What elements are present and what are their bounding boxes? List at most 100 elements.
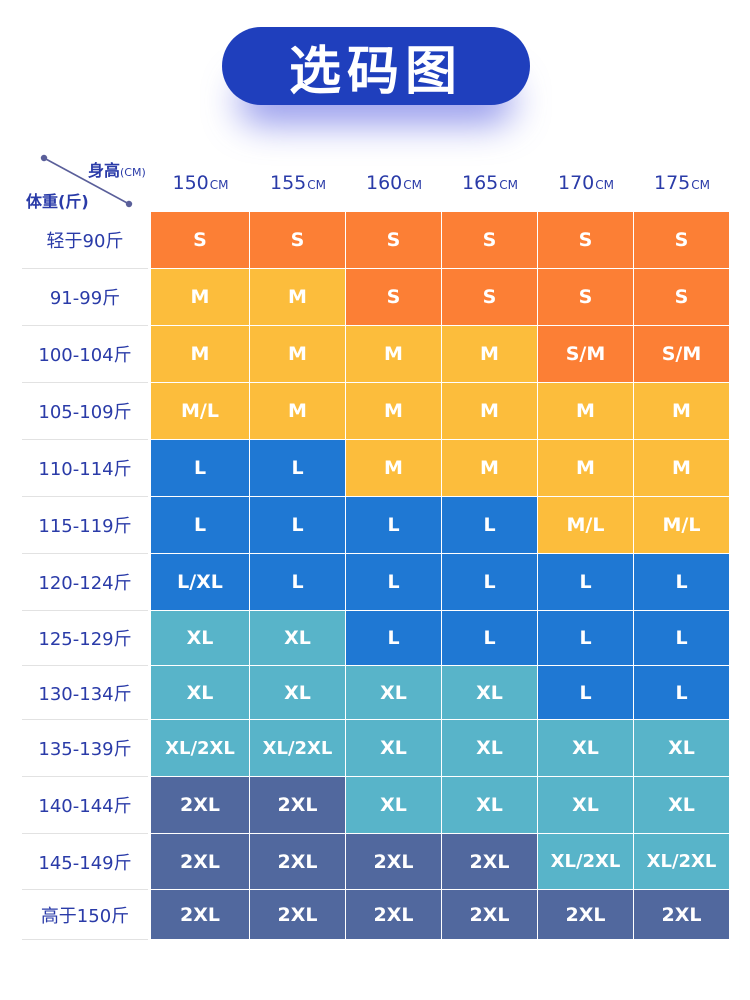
size-cell: XL (538, 720, 634, 777)
size-cell: L (634, 554, 730, 611)
size-cell: L (634, 666, 730, 720)
height-value: 170 (558, 172, 595, 194)
size-cell: L (538, 611, 634, 666)
size-cell: XL/2XL (250, 720, 346, 777)
size-cell: 2XL (250, 834, 346, 890)
size-cell: S (538, 212, 634, 269)
size-cell: M/L (538, 497, 634, 554)
size-cell: XL (151, 666, 250, 720)
diagonal-divider-icon (40, 154, 133, 208)
size-cell: M (538, 440, 634, 497)
height-unit: CM (209, 177, 229, 192)
size-cell: L (346, 611, 442, 666)
height-value: 160 (366, 172, 403, 194)
weight-row-label: 140-144斤 (22, 777, 148, 834)
size-cell: M/L (151, 383, 250, 440)
size-cell: XL (151, 611, 250, 666)
size-cell: L (634, 611, 730, 666)
size-cell: S (151, 212, 250, 269)
size-cell: S (634, 269, 730, 326)
height-unit: CM (595, 177, 614, 192)
size-cell: M/L (634, 497, 730, 554)
weight-axis-label: 体重(斤) (26, 192, 89, 211)
size-cell: XL (442, 777, 538, 834)
weight-row-label: 120-124斤 (22, 554, 148, 611)
size-cell: S (442, 212, 538, 269)
size-cell: M (442, 440, 538, 497)
size-cell: XL/2XL (538, 834, 634, 890)
height-column-header: 165 CM (442, 168, 538, 198)
height-column-header: 150 CM (151, 168, 250, 198)
size-cell: 2XL (442, 890, 538, 940)
weight-row-label: 135-139斤 (22, 720, 148, 777)
size-cell: 2XL (538, 890, 634, 940)
size-cell: M (250, 269, 346, 326)
size-cell: 2XL (151, 890, 250, 940)
size-cell: M (442, 326, 538, 383)
weight-row-label: 100-104斤 (22, 326, 148, 383)
size-cell: M (151, 326, 250, 383)
size-cell: M (346, 383, 442, 440)
size-cell: XL (346, 777, 442, 834)
height-value: 150 (172, 172, 209, 194)
size-cell: L (538, 666, 634, 720)
weight-row-label: 高于150斤 (22, 890, 148, 940)
weight-row-label: 130-134斤 (22, 666, 148, 720)
size-cell: M (151, 269, 250, 326)
height-value: 165 (462, 172, 499, 194)
page-title: 选码图 (222, 27, 530, 105)
height-axis-label: 身高(CM) (88, 161, 146, 180)
size-cell: L (442, 497, 538, 554)
height-unit: CM (403, 177, 422, 192)
size-cell: S (442, 269, 538, 326)
size-cell: M (250, 326, 346, 383)
height-column-header: 170 CM (538, 168, 634, 198)
size-cell: M (346, 440, 442, 497)
size-cell: L/XL (151, 554, 250, 611)
size-cell: S/M (538, 326, 634, 383)
size-cell: L (442, 611, 538, 666)
size-cell: M (250, 383, 346, 440)
height-column-header: 155 CM (250, 168, 346, 198)
weight-row-label: 125-129斤 (22, 611, 148, 666)
size-cell: XL (250, 666, 346, 720)
height-column-header: 160 CM (346, 168, 442, 198)
size-cell: XL (634, 777, 730, 834)
size-cell: M (538, 383, 634, 440)
size-cell: XL/2XL (634, 834, 730, 890)
size-cell: M (346, 326, 442, 383)
size-cell: XL (346, 720, 442, 777)
size-cell: 2XL (250, 777, 346, 834)
size-cell: 2XL (346, 890, 442, 940)
size-cell: L (250, 497, 346, 554)
size-cell: S (346, 269, 442, 326)
size-cell: L (250, 440, 346, 497)
weight-row-label: 105-109斤 (22, 383, 148, 440)
weight-row-label: 110-114斤 (22, 440, 148, 497)
size-cell: S (634, 212, 730, 269)
size-cell: 2XL (442, 834, 538, 890)
size-cell: M (634, 440, 730, 497)
height-unit: CM (307, 177, 326, 192)
size-cell: S (250, 212, 346, 269)
size-cell: L (538, 554, 634, 611)
size-cell: XL (346, 666, 442, 720)
weight-row-label: 91-99斤 (22, 269, 148, 326)
size-cell: L (250, 554, 346, 611)
size-cell: L (346, 554, 442, 611)
size-cell: 2XL (151, 777, 250, 834)
height-unit: CM (691, 177, 710, 192)
size-cell: L (442, 554, 538, 611)
size-cell: L (346, 497, 442, 554)
size-cell: L (151, 497, 250, 554)
size-cell: M (634, 383, 730, 440)
height-value: 175 (654, 172, 691, 194)
size-cell: XL (442, 720, 538, 777)
size-cell: XL (442, 666, 538, 720)
size-cell: M (442, 383, 538, 440)
weight-row-label: 轻于90斤 (22, 212, 148, 269)
size-cell: XL/2XL (151, 720, 250, 777)
size-cell: 2XL (151, 834, 250, 890)
height-value: 155 (270, 172, 307, 194)
size-cell: S (346, 212, 442, 269)
